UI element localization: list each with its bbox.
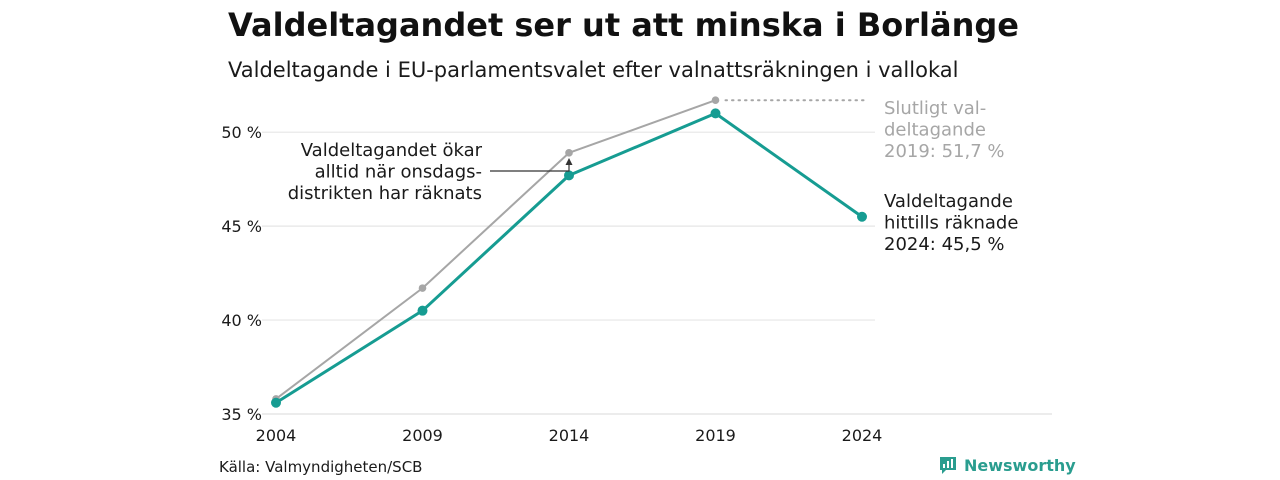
final-turnout-point xyxy=(565,149,573,157)
counted-turnout-point xyxy=(564,170,574,181)
count-note-annotation: Valdeltagandet ökar alltid när onsdags-di… xyxy=(288,140,483,204)
final-turnout-annotation-line: 2019: 51,7 % xyxy=(884,141,1005,162)
counted-turnout-point xyxy=(710,108,721,119)
final-turnout-point xyxy=(418,284,427,292)
chart-title: Valdeltagandet ser ut att minska i Borlä… xyxy=(228,6,1019,44)
current-turnout-annotation: Valdeltagande hittills räknade 2024: 45,5 … xyxy=(884,191,1018,255)
counted-turnout-point xyxy=(271,397,281,408)
count-note-annotation-line: Valdeltagandet ökar xyxy=(301,140,483,161)
current-turnout-annotation-line: hittills räknade xyxy=(884,213,1018,234)
note-arrow-head xyxy=(565,158,573,165)
counted-turnout-point xyxy=(417,305,428,316)
x-tick-label: 2014 xyxy=(549,426,590,445)
brand: Newsworthy xyxy=(938,455,1076,475)
x-tick-label: 2009 xyxy=(402,426,443,445)
count-note-annotation-line: distrikten har räknats xyxy=(288,183,482,204)
x-tick-label: 2019 xyxy=(695,426,736,445)
counted-turnout-point xyxy=(857,211,867,222)
axes: 35 % 40 % 45 % 50 % 2004 2009 2014 2019 2024 xyxy=(221,123,1052,445)
grid-lines xyxy=(262,131,875,321)
y-tick-label: 45 % xyxy=(221,217,262,236)
y-tick-label: 50 % xyxy=(221,123,262,142)
newsworthy-logo-icon xyxy=(940,457,956,474)
final-turnout-line xyxy=(275,99,716,400)
annotations: Slutligt val-deltagande 2019: 51,7 % Valde… xyxy=(288,98,1019,255)
chart-subtitle: Valdeltagande i EU-parlamentsvalet efter… xyxy=(228,58,959,82)
count-note-annotation-line: alltid när onsdags- xyxy=(315,162,482,183)
final-turnout-annotation: Slutligt val-deltagande 2019: 51,7 % xyxy=(884,98,1005,162)
final-turnout-annotation-line: deltagande xyxy=(884,120,986,141)
final-turnout-point xyxy=(711,96,720,105)
current-turnout-annotation-line: Valdeltagande xyxy=(884,191,1013,212)
y-tick-label: 40 % xyxy=(221,311,262,330)
series xyxy=(271,96,867,408)
x-tick-label: 2024 xyxy=(842,426,883,445)
current-turnout-annotation-line: 2024: 45,5 % xyxy=(884,234,1005,255)
line-chart: 35 % 40 % 45 % 50 % 2004 2009 2014 2019 2024 Slu… xyxy=(221,96,1052,445)
y-tick-label: 35 % xyxy=(221,405,262,424)
final-turnout-annotation-line: Slutligt val- xyxy=(884,98,986,119)
brand-name: Newsworthy xyxy=(964,455,1076,475)
x-tick-label: 2004 xyxy=(256,426,297,445)
source-note: Källa: Valmyndigheten/SCB xyxy=(219,458,423,476)
